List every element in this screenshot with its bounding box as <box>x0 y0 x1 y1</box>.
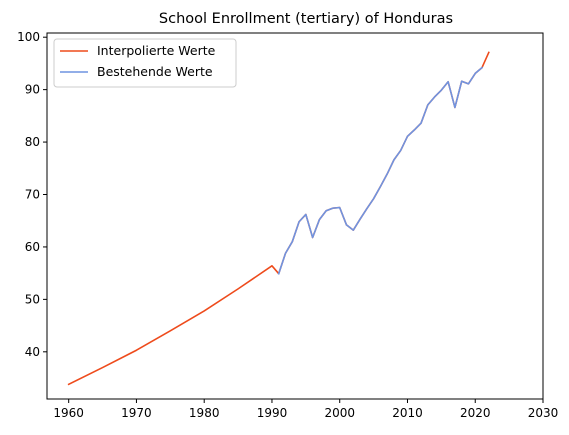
series-layer <box>67 51 490 386</box>
series-line-2 <box>277 66 484 275</box>
x-tick-label: 1970 <box>121 406 152 420</box>
legend-label: Bestehende Werte <box>97 64 213 79</box>
series-line-1 <box>67 51 490 386</box>
y-tick-label: 70 <box>25 188 40 202</box>
y-tick-label: 90 <box>25 83 40 97</box>
legend: Interpolierte Werte Bestehende Werte <box>53 38 237 88</box>
legend-label: Interpolierte Werte <box>97 43 216 58</box>
y-tick-label: 80 <box>25 135 40 149</box>
x-tick-label: 1990 <box>257 406 288 420</box>
x-axis: 1960 1970 1980 1990 2000 2010 2020 2030 <box>53 399 558 420</box>
y-tick-label: 50 <box>25 292 40 306</box>
x-tick-label: 2010 <box>392 406 423 420</box>
legend-box <box>53 38 237 88</box>
y-tick-label: 60 <box>25 240 40 254</box>
chart-title: School Enrollment (tertiary) of Honduras <box>159 11 453 27</box>
plot-area <box>46 32 544 400</box>
x-tick-label: 1960 <box>53 406 84 420</box>
y-tick-label: 40 <box>25 345 40 359</box>
y-axis: 40 50 60 70 80 90 100 <box>17 30 47 359</box>
x-tick-label: 2000 <box>324 406 355 420</box>
x-tick-label: 2020 <box>460 406 491 420</box>
x-tick-label: 1980 <box>189 406 220 420</box>
y-tick-label: 100 <box>17 30 40 44</box>
x-tick-label: 2030 <box>528 406 559 420</box>
